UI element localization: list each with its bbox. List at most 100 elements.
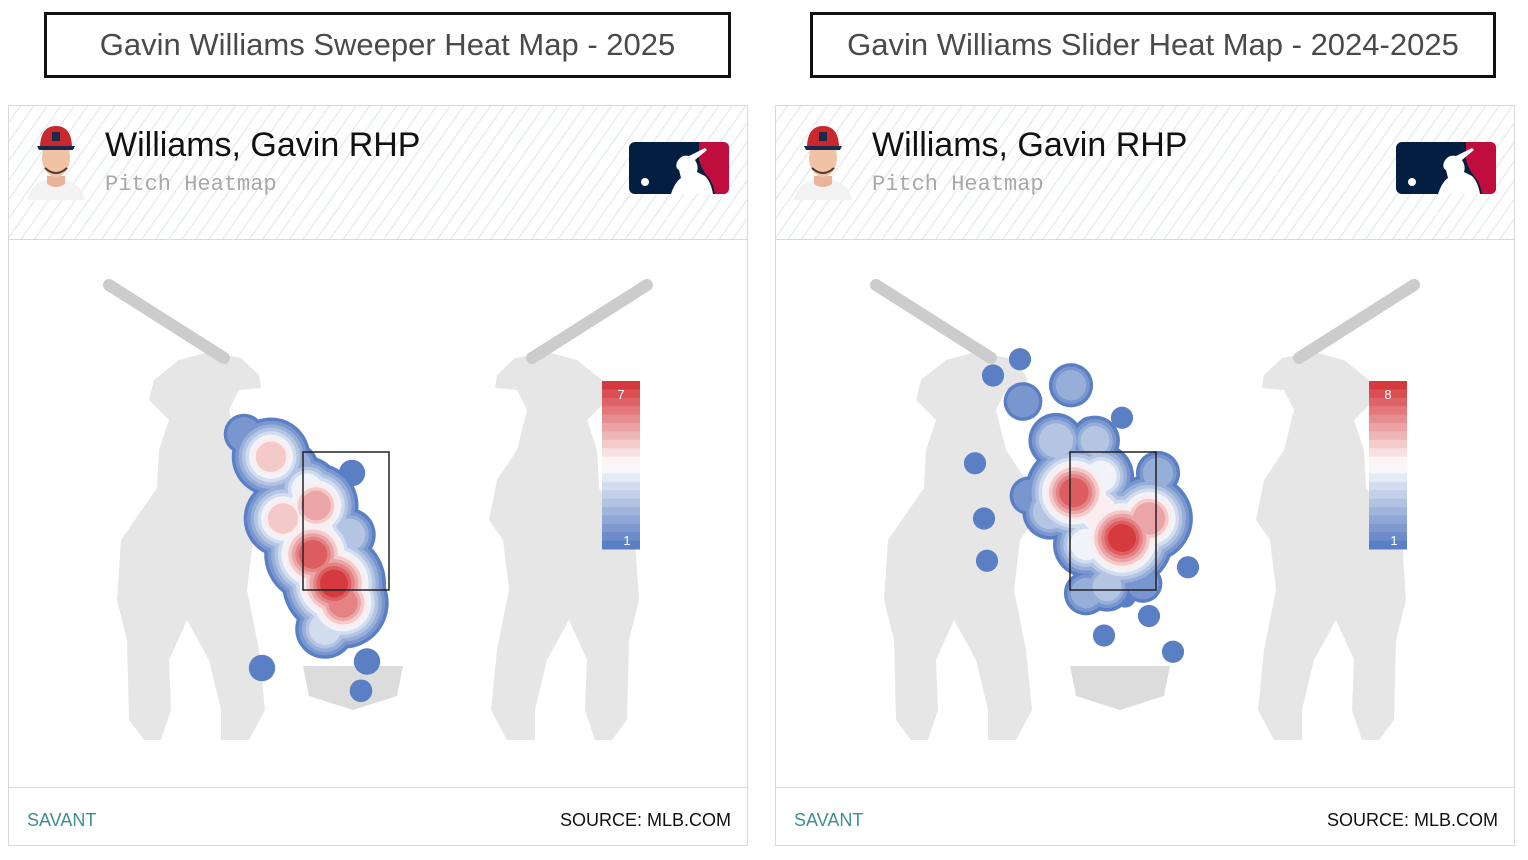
heat-layer [223,413,389,703]
legend-swatch [602,389,640,399]
legend-swatch [602,473,640,483]
heat-cell [267,503,299,534]
legend-swatch [1369,507,1407,516]
bat-left [870,279,997,364]
heat-cell [1132,502,1166,535]
heat-cell [248,654,276,682]
legend-swatch [602,397,640,407]
panel-header: Williams, Gavin RHP Pitch Heatmap [9,106,747,240]
legend-swatch [1369,406,1407,416]
legend-swatch [1369,456,1407,466]
heat-cell [353,648,381,675]
heat-cell [972,507,996,530]
heat-cell [320,569,348,598]
heat-cell [981,364,1005,387]
heat-cell [301,490,331,521]
legend-max-label: 7 [617,387,624,402]
legend-swatch [602,507,640,516]
legend-max-label: 8 [1384,387,1391,402]
heat-cell [1007,385,1039,418]
legend-swatch [1369,515,1407,525]
legend-swatch [602,515,640,525]
panel-footer: SAVANT SOURCE: MLB.COM [776,787,1514,846]
legend-swatch [602,481,640,491]
heat-cell [1092,624,1116,647]
color-scale-legend: 81 [1369,381,1407,550]
heatmap-chart-right: 81 [870,279,1420,740]
legend-swatch [1369,523,1407,533]
heat-cell [963,452,987,475]
heat-cell [298,539,328,569]
legend-swatch [602,490,640,500]
heat-cell [1055,370,1087,401]
strike-zone [302,451,390,591]
color-scale-legend: 71 [602,381,640,550]
legend-swatch [1369,448,1407,458]
heat-cell [338,459,366,487]
heat-cell [1092,572,1122,602]
chart-title-right: Gavin Williams Slider Heat Map - 2024-20… [810,12,1496,78]
mlb-logo-icon [629,142,729,194]
heat-cell [1038,423,1074,458]
legend-min-label: 1 [623,533,630,548]
legend-swatch [1369,481,1407,491]
legend-swatch [602,448,640,458]
home-plate [1070,666,1170,710]
legend-swatch [1369,414,1407,424]
legend-swatch [602,414,640,424]
panel-subtitle: Pitch Heatmap [872,172,1044,197]
legend-swatch [602,406,640,416]
bat-left [103,279,230,364]
legend-swatch [1369,473,1407,483]
legend-swatch [602,431,640,441]
legend-swatch [602,465,640,474]
legend-swatch [1369,389,1407,399]
legend-swatch [1369,423,1407,432]
legend-swatch [1369,439,1407,449]
panel-footer: SAVANT SOURCE: MLB.COM [9,787,747,846]
legend-swatch [602,540,640,550]
chart-title-left: Gavin Williams Sweeper Heat Map - 2025 [44,12,731,78]
legend-swatch [602,423,640,432]
savant-link[interactable]: SAVANT [27,810,97,830]
player-headshot [794,126,852,200]
heat-cell [1176,556,1200,579]
panel-header: Williams, Gavin RHP Pitch Heatmap [776,106,1514,240]
player-name: Williams, Gavin RHP [105,126,421,164]
player-name: Williams, Gavin RHP [872,126,1188,164]
player-headshot [27,126,85,200]
heat-cell [1142,457,1174,489]
legend-swatch [602,456,640,466]
batter-silhouette-right [489,352,639,740]
legend-swatch [1369,381,1407,390]
batter-silhouette-left [884,352,1034,740]
mlb-logo-icon [1396,142,1496,194]
batter-silhouette-right [1256,352,1406,740]
heat-cell [1137,604,1161,628]
source-label: SOURCE: MLB.COM [1326,810,1498,830]
legend-swatch [1369,540,1407,550]
heat-cell [1110,406,1134,429]
legend-min-label: 1 [1390,533,1397,548]
heat-layer [963,348,1200,663]
legend-swatch [1369,465,1407,474]
legend-swatch [602,381,640,390]
legend-swatch [1369,532,1407,542]
heat-cell [1059,477,1089,508]
heat-cell [1008,348,1032,371]
legend-swatch [1369,498,1407,508]
legend-swatch [1369,431,1407,441]
savant-link[interactable]: SAVANT [794,810,864,830]
legend-swatch [602,523,640,533]
bat-right [526,279,653,364]
panel-subtitle: Pitch Heatmap [105,172,277,197]
legend-swatch [602,439,640,449]
legend-swatch [1369,397,1407,407]
heat-cell [1161,640,1185,663]
heat-cell [349,679,373,703]
legend-swatch [1369,490,1407,500]
heat-cell [1108,524,1136,552]
